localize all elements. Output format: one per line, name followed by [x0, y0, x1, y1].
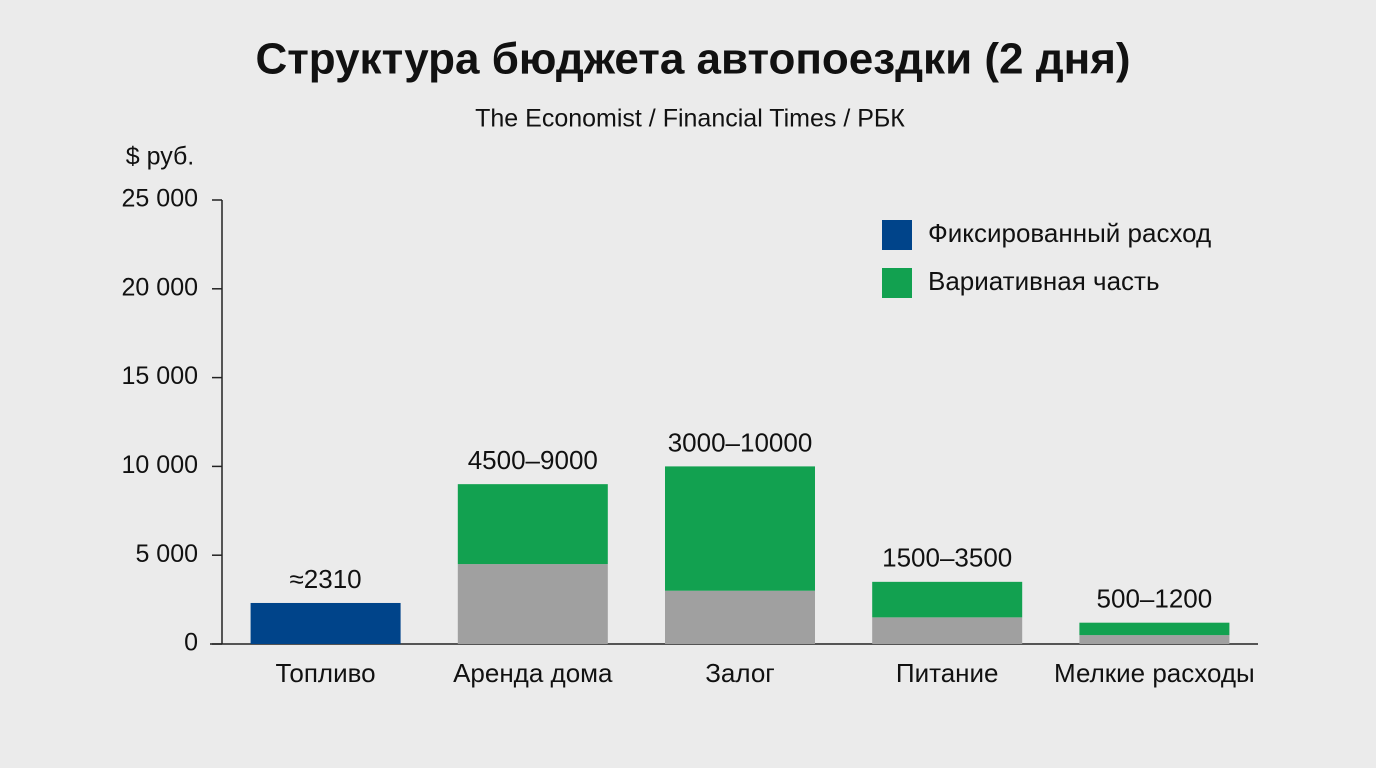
chart-subtitle: The Economist / Financial Times / РБК	[475, 105, 905, 133]
y-axis-label: $ руб.	[126, 143, 195, 171]
bar-segment	[250, 602, 401, 644]
y-tick-label: 20 000	[122, 273, 198, 301]
bar-segment	[872, 617, 1023, 644]
legend-label: Фиксированный расход	[928, 218, 1211, 248]
x-tick-label: Питание	[896, 658, 999, 688]
value-label: 4500–9000	[468, 445, 598, 475]
y-tick-label: 10 000	[122, 451, 198, 479]
y-tick-label: 5 000	[135, 540, 198, 568]
value-label: 1500–3500	[882, 543, 1012, 573]
y-tick-label: 0	[184, 629, 198, 657]
x-tick-label: Аренда дома	[453, 658, 613, 688]
bar-segment	[665, 466, 815, 591]
legend-swatch	[882, 220, 912, 250]
value-label: 3000–10000	[668, 427, 813, 457]
bar-segment	[1079, 635, 1230, 644]
y-tick-label: 25 000	[122, 185, 198, 213]
legend-label: Вариативная часть	[928, 266, 1160, 296]
y-tick-label: 15 000	[122, 362, 198, 390]
chart-title: Структура бюджета автопоездки (2 дня)	[255, 35, 1130, 84]
value-label: ≈2310	[290, 564, 362, 594]
legend-swatch	[882, 268, 912, 298]
bar-segment	[457, 484, 608, 565]
value-label: 500–1200	[1097, 584, 1213, 614]
x-tick-label: Мелкие расходы	[1054, 658, 1255, 688]
bar-segment	[872, 581, 1023, 618]
x-tick-label: Топливо	[276, 658, 376, 688]
x-tick-label: Залог	[705, 658, 775, 688]
bar-segment	[1079, 622, 1230, 636]
bar-segment	[665, 590, 815, 644]
bar-segment	[457, 564, 608, 644]
